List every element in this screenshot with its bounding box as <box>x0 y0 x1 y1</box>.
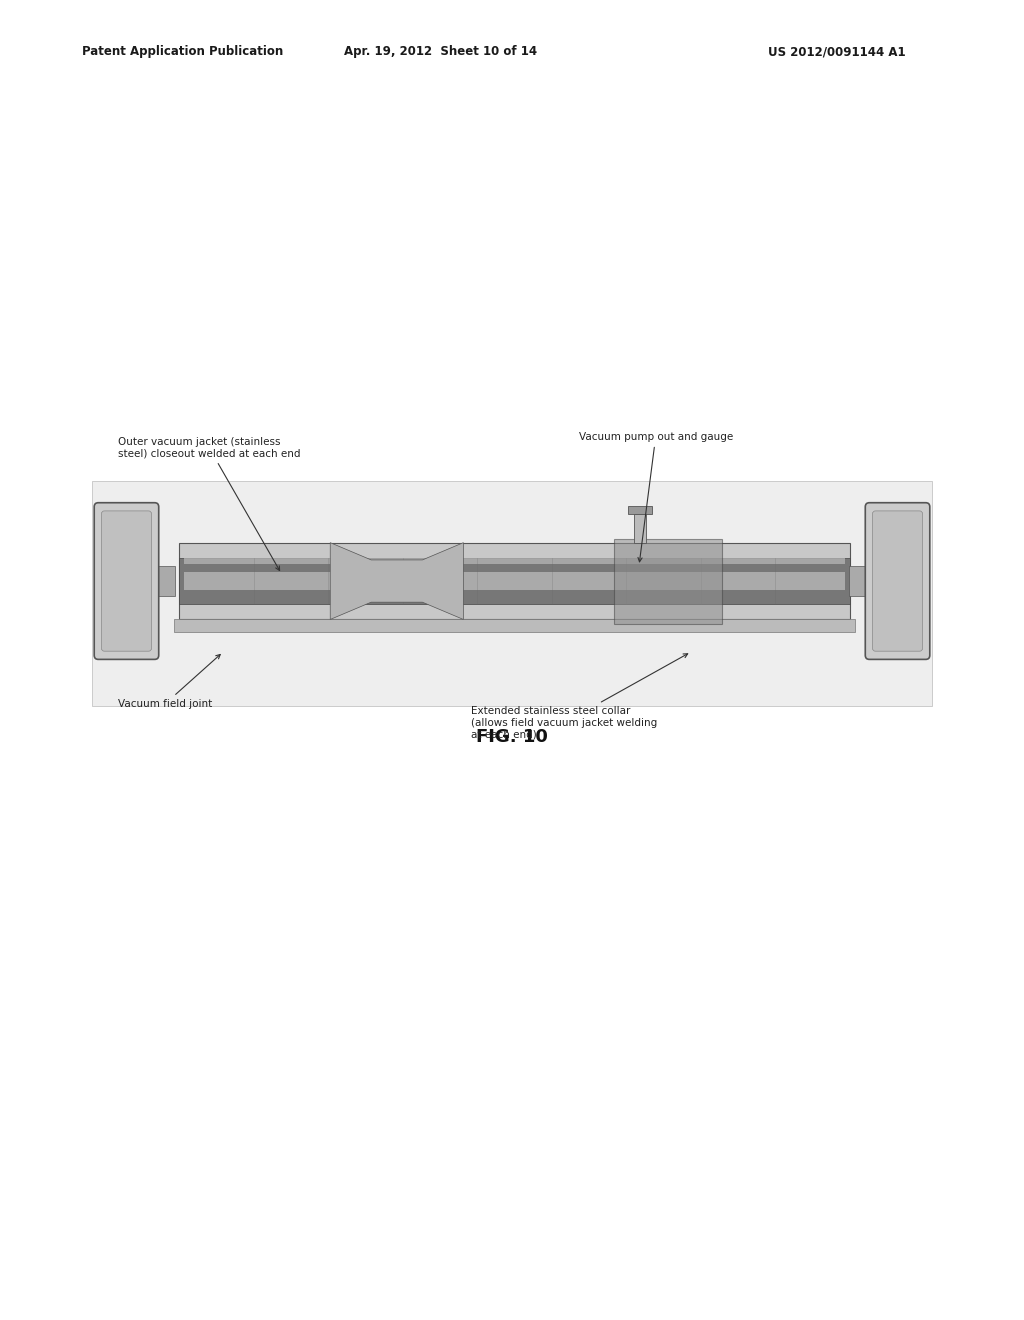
Bar <box>628 506 652 513</box>
Bar <box>184 558 845 564</box>
Bar <box>155 566 175 597</box>
FancyBboxPatch shape <box>872 511 923 651</box>
FancyBboxPatch shape <box>101 511 152 651</box>
Text: US 2012/0091144 A1: US 2012/0091144 A1 <box>768 45 905 58</box>
Bar <box>184 573 845 590</box>
Text: FIG. 10: FIG. 10 <box>476 727 548 746</box>
Bar <box>179 543 850 619</box>
Text: Outer vacuum jacket (stainless
steel) closeout welded at each end: Outer vacuum jacket (stainless steel) cl… <box>118 437 300 570</box>
Bar <box>614 539 722 623</box>
Bar <box>849 566 869 597</box>
Text: Extended stainless steel collar
(allows field vacuum jacket welding
at each end): Extended stainless steel collar (allows … <box>471 653 688 739</box>
Bar <box>92 480 932 706</box>
Text: Patent Application Publication: Patent Application Publication <box>82 45 284 58</box>
FancyBboxPatch shape <box>94 503 159 660</box>
Text: Apr. 19, 2012  Sheet 10 of 14: Apr. 19, 2012 Sheet 10 of 14 <box>344 45 537 58</box>
FancyBboxPatch shape <box>865 503 930 660</box>
Text: Vacuum pump out and gauge: Vacuum pump out and gauge <box>579 432 733 562</box>
Polygon shape <box>330 543 463 619</box>
Bar <box>174 619 855 632</box>
Bar <box>179 558 850 605</box>
Text: Vacuum field joint: Vacuum field joint <box>118 655 220 709</box>
Bar <box>634 513 646 543</box>
